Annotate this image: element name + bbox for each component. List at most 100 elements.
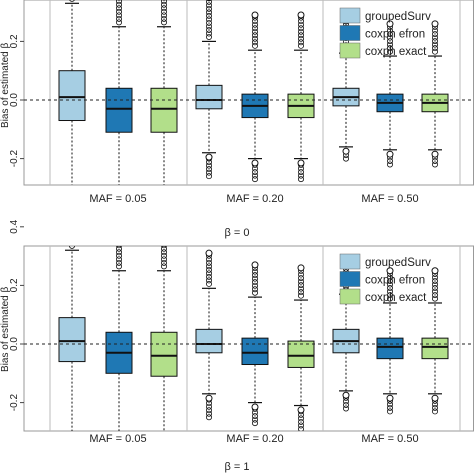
outlier-point bbox=[251, 25, 258, 32]
box-coxph-exact-3 bbox=[421, 267, 449, 415]
outlier-point bbox=[161, 463, 166, 468]
outlier-point bbox=[116, 256, 123, 263]
outlier-point bbox=[69, 246, 75, 249]
outlier-point bbox=[205, 23, 212, 30]
group-label: MAF = 0.20 bbox=[226, 193, 283, 205]
outlier-point bbox=[116, 252, 123, 259]
legend-swatch bbox=[339, 253, 361, 270]
box-coxph-efron-3 bbox=[376, 20, 404, 168]
outlier-point bbox=[69, 226, 74, 231]
outlier-point bbox=[386, 274, 393, 281]
outlier-point bbox=[431, 45, 438, 52]
panel-caption: β = 1 bbox=[225, 461, 250, 473]
box-coxph-exact-3 bbox=[421, 20, 449, 168]
box-body bbox=[58, 317, 86, 363]
outlier-point bbox=[431, 295, 438, 302]
outlier-point bbox=[431, 267, 439, 275]
chart-panel-2: -0.2 0.0 0.2 0.4 Bias of estimated β MAF = 0.… bbox=[0, 215, 474, 474]
legend: groupedSurv coxph efron coxph exact bbox=[339, 7, 431, 59]
outlier-point bbox=[205, 173, 212, 180]
outlier-point bbox=[297, 32, 304, 39]
panel-caption: β = 0 bbox=[225, 227, 250, 239]
outlier-point bbox=[116, 222, 121, 227]
outlier-point bbox=[386, 161, 393, 168]
outlier-point bbox=[298, 425, 304, 431]
box-coxph-exact-2 bbox=[287, 11, 315, 183]
outlier-point bbox=[386, 278, 393, 285]
outlier-point bbox=[205, 16, 212, 23]
outlier-point bbox=[251, 279, 258, 286]
outlier-point bbox=[297, 35, 304, 42]
outlier-point bbox=[386, 404, 393, 411]
legend-label: coxph exact bbox=[365, 292, 427, 304]
group-label: MAF = 0.50 bbox=[361, 193, 418, 205]
outlier-point bbox=[431, 31, 438, 38]
outlier-point bbox=[431, 285, 438, 292]
outlier-point bbox=[205, 394, 213, 402]
outlier-point bbox=[160, 256, 167, 263]
boxes-layer bbox=[58, 215, 449, 474]
outlier-point bbox=[297, 271, 304, 278]
outlier-point bbox=[251, 176, 258, 183]
outlier-point bbox=[297, 422, 304, 429]
outlier-point bbox=[116, 449, 121, 454]
legend-label: groupedSurv bbox=[365, 257, 431, 269]
outlier-point bbox=[116, 211, 121, 216]
outlier-point bbox=[297, 289, 304, 296]
outlier-point bbox=[116, 452, 121, 457]
box-body bbox=[105, 87, 133, 133]
box-coxph-exact-1 bbox=[150, 0, 178, 237]
outlier-point bbox=[161, 207, 166, 212]
outlier-point bbox=[251, 28, 258, 35]
outlier-point bbox=[297, 278, 304, 285]
box-groupedSurv-2 bbox=[195, 0, 223, 180]
outlier-point bbox=[116, 466, 121, 471]
outlier-point bbox=[342, 147, 350, 155]
legend-label: coxph efron bbox=[365, 29, 425, 41]
outlier-point bbox=[431, 34, 438, 41]
outlier-point bbox=[161, 200, 166, 205]
outlier-point bbox=[160, 259, 167, 266]
outlier-point bbox=[116, 208, 121, 213]
outlier-point bbox=[431, 274, 438, 281]
outlier-point bbox=[116, 470, 121, 474]
outlier-point bbox=[386, 295, 393, 302]
legend-swatch bbox=[339, 288, 361, 305]
box-coxph-exact-1 bbox=[150, 236, 178, 468]
outlier-point bbox=[342, 155, 349, 162]
outlier-point bbox=[386, 401, 393, 408]
outlier-point bbox=[431, 394, 439, 402]
box-body bbox=[421, 337, 449, 360]
legend-label: coxph exact bbox=[365, 46, 427, 58]
outlier-point bbox=[342, 405, 349, 412]
outlier-point bbox=[251, 35, 258, 42]
outlier-point bbox=[205, 9, 212, 16]
outlier-point bbox=[160, 8, 167, 15]
y-axis-label: Bias of estimated β bbox=[0, 286, 11, 371]
outlier-point bbox=[161, 446, 166, 451]
box-body bbox=[195, 328, 223, 354]
outlier-point bbox=[69, 215, 74, 220]
outlier-point bbox=[297, 25, 304, 32]
outlier-point bbox=[160, 5, 167, 12]
outlier-point bbox=[116, 12, 123, 19]
outlier-point bbox=[251, 268, 258, 275]
outlier-point bbox=[205, 277, 212, 284]
outlier-point bbox=[161, 232, 166, 237]
outlier-point bbox=[69, 451, 74, 456]
y-axis-label: Bias of estimated β bbox=[0, 42, 11, 127]
box-body bbox=[58, 70, 86, 122]
outlier-point bbox=[205, 19, 212, 26]
outlier-point bbox=[160, 15, 167, 22]
outlier-point bbox=[116, 229, 121, 234]
box-body bbox=[287, 340, 315, 368]
outlier-point bbox=[161, 236, 166, 241]
outlier-point bbox=[386, 34, 393, 41]
outlier-point bbox=[205, 153, 213, 161]
box-groupedSurv-2 bbox=[195, 249, 223, 421]
box-coxph-efron-2 bbox=[241, 11, 269, 183]
outlier-point bbox=[205, 259, 212, 266]
outlier-point bbox=[69, 195, 75, 201]
box-body bbox=[150, 331, 178, 377]
